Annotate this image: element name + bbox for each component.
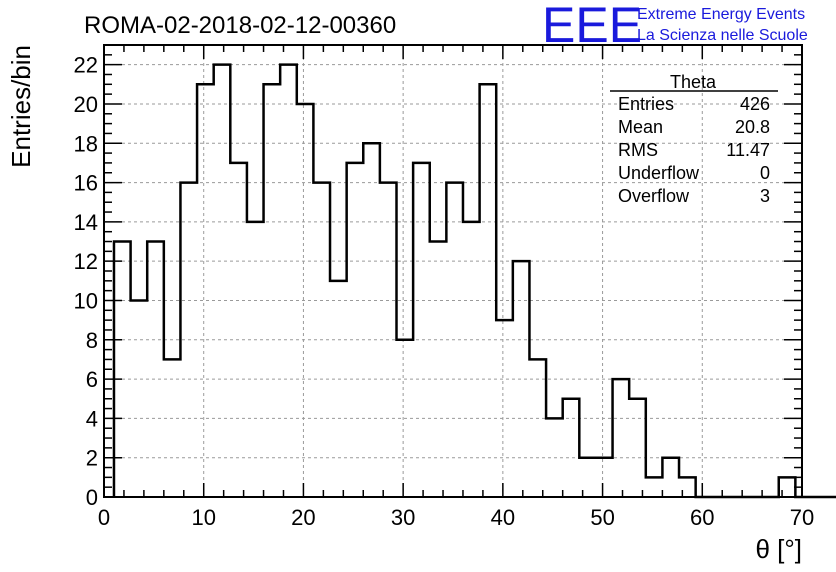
x-tick-label: 40 [491,505,515,530]
logo-line-1: Extreme Energy Events [637,6,805,23]
stats-value-mean: 20.8 [735,117,770,137]
y-tick-label: 2 [86,446,98,471]
histogram-series [112,63,836,499]
chart-title: ROMA-02-2018-02-12-00360 [84,12,396,39]
y-tick-label: 0 [86,485,98,510]
stats-label-overflow: Overflow [618,186,690,206]
x-tick-label: 0 [98,505,110,530]
y-axis-title: Entries/bin [6,45,36,168]
stats-label-entries: Entries [618,94,674,114]
x-tick-label: 10 [191,505,215,530]
plot-frame [103,44,803,498]
stats-value-overflow: 3 [760,186,770,206]
x-tick-label: 30 [391,505,415,530]
x-tick-label: 70 [790,505,814,530]
y-tick-labels: 0 2 4 6 8 10 12 14 16 18 20 22 [74,53,98,510]
x-tick-labels: 0 10 20 30 40 50 60 70 [98,505,814,530]
y-tick-label: 16 [74,171,98,196]
y-tick-label: 8 [86,328,98,353]
stats-label-rms: RMS [618,140,658,160]
stats-box: Theta Entries 426 Mean 20.8 RMS 11.47 Un… [610,72,778,206]
stats-value-underflow: 0 [760,163,770,183]
stats-box-title: Theta [670,72,717,92]
x-tick-label: 60 [690,505,714,530]
y-tick-label: 4 [86,406,98,431]
y-tick-label: 18 [74,131,98,156]
logo-mark: EEE [542,0,642,53]
axis-ticks [103,44,803,498]
y-tick-label: 14 [74,210,98,235]
stats-label-mean: Mean [618,117,663,137]
x-axis-title: θ [°] [755,534,802,564]
stats-label-underflow: Underflow [618,163,700,183]
y-tick-label: 6 [86,367,98,392]
x-tick-label: 50 [590,505,614,530]
stats-value-rms: 11.47 [726,140,770,160]
y-tick-label: 20 [74,92,98,117]
y-tick-label: 10 [74,288,98,313]
y-tick-label: 22 [74,53,98,78]
y-tick-label: 12 [74,249,98,274]
x-tick-label: 20 [291,505,315,530]
logo-line-2: La Scienza nelle Scuole [637,27,808,44]
stats-value-entries: 426 [740,94,770,114]
